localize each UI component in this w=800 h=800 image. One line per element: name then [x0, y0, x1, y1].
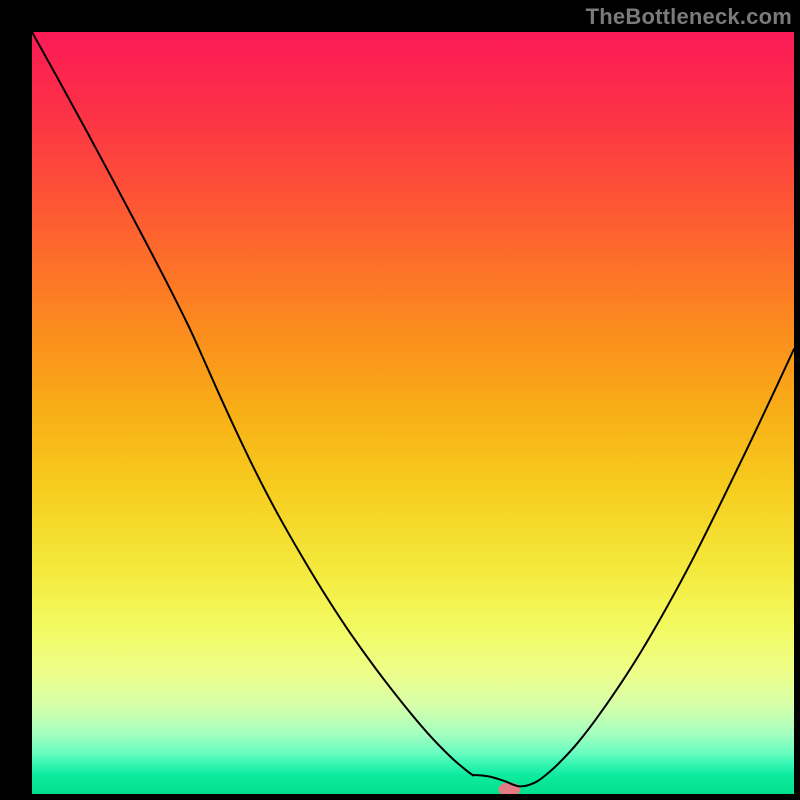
plot-background-gradient [32, 32, 794, 794]
chart-container: TheBottleneck.com [0, 0, 800, 800]
watermark-text: TheBottleneck.com [586, 4, 792, 30]
frame-border-right [794, 0, 800, 800]
frame-border-bottom [0, 794, 800, 800]
frame-border-left [0, 0, 32, 800]
bottleneck-chart-svg [0, 0, 800, 800]
